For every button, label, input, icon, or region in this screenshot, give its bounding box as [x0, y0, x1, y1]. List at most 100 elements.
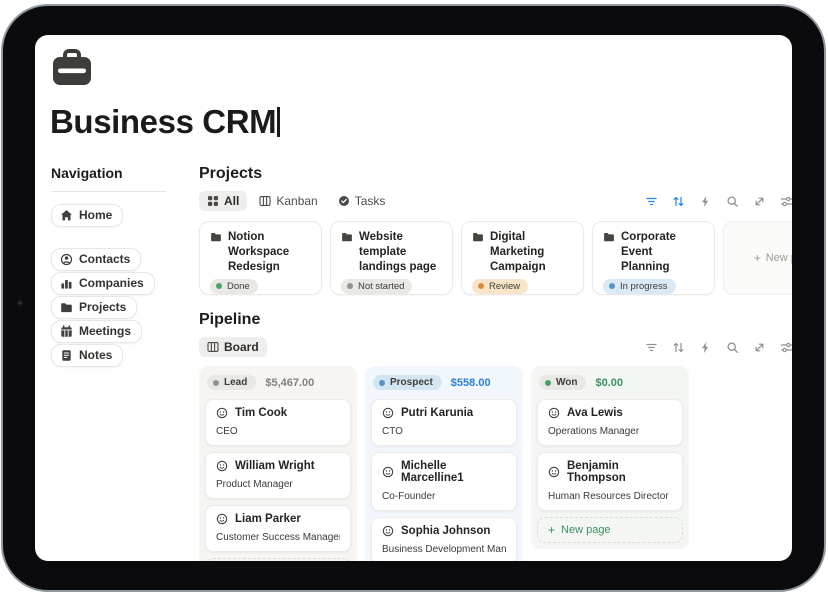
sidebar-item-projects[interactable]: Projects: [51, 296, 138, 319]
contact-card[interactable]: Sophia Johnson Business Development Mana…: [371, 517, 517, 561]
projects-heading: Projects: [199, 165, 263, 182]
contact-name: Benjamin Thompson: [567, 460, 626, 484]
new-page-button[interactable]: + New page: [205, 558, 351, 561]
folder-icon: [60, 301, 73, 314]
page-title[interactable]: Business CRM: [50, 103, 280, 141]
briefcase-icon[interactable]: [51, 48, 93, 88]
tasks-icon: [338, 195, 350, 207]
contact-card[interactable]: Michelle Marcelline1 Co-Founder: [371, 452, 517, 511]
status-dot: [216, 283, 222, 290]
sidebar-item-label: Contacts: [79, 252, 131, 266]
sidebar-group: Contacts Companies Projects Meetings: [51, 248, 191, 368]
search-icon[interactable]: [726, 341, 739, 354]
project-card[interactable]: Corporate Event Planning In progress Sep…: [592, 221, 715, 295]
contact-role: Human Resources Director: [548, 491, 669, 502]
main-content: Projects All Kanban Tasks: [199, 161, 792, 561]
sidebar-item-companies[interactable]: Companies: [51, 272, 155, 295]
column-header[interactable]: Won $0.00: [539, 375, 681, 390]
person-icon: [548, 466, 560, 478]
tab-label: Board: [224, 340, 259, 354]
sort-icon[interactable]: [672, 341, 685, 354]
project-title: Digital Marketing Campaign: [490, 231, 546, 273]
column-amount: $558.00: [450, 376, 491, 389]
contact-role: Operations Manager: [548, 426, 640, 437]
status-badge: Not started: [341, 278, 413, 294]
sidebar-item-label: Meetings: [79, 324, 132, 338]
zap-icon[interactable]: [699, 195, 712, 208]
status-dot: [545, 379, 551, 386]
sidebar-divider: [51, 191, 166, 192]
project-card[interactable]: Notion Workspace Redesign Done July 4, 2…: [199, 221, 322, 295]
column-amount: $5,467.00: [265, 376, 315, 389]
column-amount: $0.00: [595, 376, 624, 389]
plus-icon: +: [548, 523, 556, 537]
pipeline-toolbar: [645, 341, 792, 354]
sliders-icon[interactable]: [780, 195, 792, 208]
contact-card[interactable]: William Wright Product Manager: [205, 452, 351, 499]
contact-name: Liam Parker: [235, 513, 301, 525]
column-header[interactable]: Lead $5,467.00: [207, 375, 349, 390]
search-icon[interactable]: [726, 195, 739, 208]
projects-tabbar: All Kanban Tasks: [199, 189, 792, 213]
filter-icon[interactable]: [645, 341, 658, 354]
project-card[interactable]: Website template landings page Not start…: [330, 221, 453, 295]
board-icon: [259, 195, 271, 207]
contact-name: Tim Cook: [235, 407, 288, 419]
status-dot: [379, 379, 385, 386]
expand-icon[interactable]: [753, 341, 766, 354]
folder-icon: [210, 231, 222, 275]
contact-card[interactable]: Tim Cook CEO: [205, 399, 351, 446]
sidebar-item-meetings[interactable]: Meetings: [51, 320, 143, 343]
contact-icon: [60, 253, 73, 266]
contact-card[interactable]: Ava Lewis Operations Manager: [537, 399, 683, 446]
folder-icon: [341, 231, 353, 275]
tab-board[interactable]: Board: [199, 337, 267, 357]
pipeline-tabbar: Board: [199, 335, 792, 359]
contact-name: William Wright: [235, 460, 315, 472]
contact-name: Putri Karunia: [401, 407, 474, 419]
sidebar-item-label: Notes: [79, 348, 113, 362]
new-page-button[interactable]: + New page: [537, 517, 683, 543]
tab-all[interactable]: All: [199, 191, 248, 211]
pipeline-board: Lead $5,467.00 Tim Cook CEO William Wrig…: [199, 366, 792, 561]
folder-icon: [603, 231, 615, 275]
sidebar-item-home[interactable]: Home: [51, 204, 124, 227]
status-dot: [213, 379, 219, 386]
sort-icon[interactable]: [672, 195, 685, 208]
project-card[interactable]: Digital Marketing Campaign Review August…: [461, 221, 584, 295]
tab-tasks[interactable]: Tasks: [330, 191, 394, 211]
person-icon: [548, 407, 560, 419]
tab-label: All: [224, 194, 240, 208]
new-page-label: New page: [561, 524, 611, 536]
expand-icon[interactable]: [753, 195, 766, 208]
status-badge: Review: [472, 278, 529, 294]
contact-role: Business Development Manager: [382, 544, 506, 555]
filter-icon[interactable]: [645, 195, 658, 208]
board-icon: [207, 341, 219, 353]
column-badge: Lead: [207, 375, 257, 390]
contact-card[interactable]: Benjamin Thompson Human Resources Direct…: [537, 452, 683, 511]
new-page-card[interactable]: + New page: [723, 221, 792, 295]
sidebar-item-notes[interactable]: Notes: [51, 344, 124, 367]
home-icon: [60, 209, 73, 222]
contact-card[interactable]: Liam Parker Customer Success Manager: [205, 505, 351, 552]
sliders-icon[interactable]: [780, 341, 792, 354]
sidebar-item-label: Companies: [79, 276, 144, 290]
sidebar-item-label: Home: [79, 208, 113, 222]
new-page-label: New page: [765, 252, 792, 264]
front-camera: [17, 300, 23, 306]
tab-label: Kanban: [276, 194, 318, 208]
app-screen: Business CRM Navigation Home Contacts: [35, 35, 792, 561]
person-icon: [216, 513, 228, 525]
grid-icon: [207, 195, 219, 207]
sidebar-item-label: Projects: [79, 300, 127, 314]
contact-role: Customer Success Manager: [216, 532, 340, 543]
zap-icon[interactable]: [699, 341, 712, 354]
person-icon: [216, 460, 228, 472]
sidebar-item-contacts[interactable]: Contacts: [51, 248, 142, 271]
contact-card[interactable]: Putri Karunia CTO: [371, 399, 517, 446]
column-header[interactable]: Prospect $558.00: [373, 375, 515, 390]
person-icon: [216, 407, 228, 419]
tab-kanban[interactable]: Kanban: [251, 191, 325, 211]
